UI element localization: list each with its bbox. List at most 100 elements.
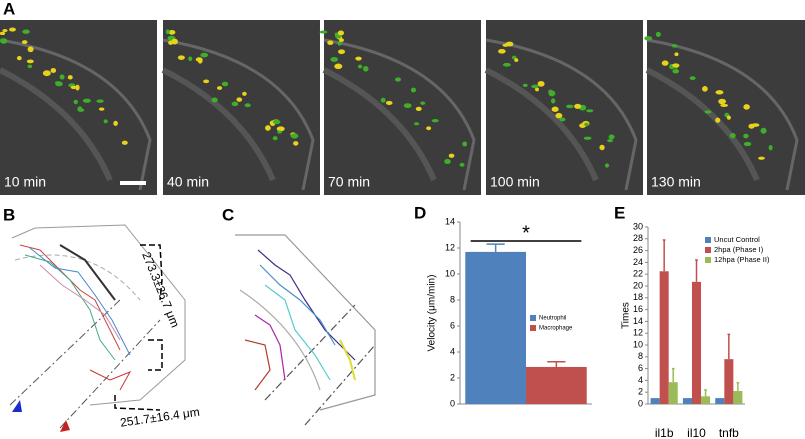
y-axis-label: Velocity (μm/min) (427, 275, 438, 352)
time-label: 10 min (4, 174, 46, 190)
micrograph: 130 min (644, 20, 805, 195)
cell (431, 118, 439, 123)
cell (444, 158, 451, 164)
panel-label: C (222, 205, 234, 224)
cell (82, 98, 91, 103)
cell (459, 162, 465, 167)
cell (672, 63, 680, 68)
cell (551, 106, 559, 112)
cell (197, 57, 203, 64)
cell (55, 81, 63, 87)
y-tick-label: 20 (633, 280, 643, 290)
cell (27, 46, 34, 53)
cell (0, 38, 8, 44)
cell (743, 104, 750, 110)
legend-swatch (530, 325, 536, 331)
cell (505, 41, 514, 47)
cell (586, 109, 594, 113)
tissue-band (645, 67, 760, 182)
cell (357, 64, 363, 69)
bar (465, 251, 526, 404)
bar (724, 359, 734, 404)
cell (672, 68, 680, 74)
legend-label: Uncut Control (714, 235, 760, 244)
cell (715, 90, 724, 95)
cell (395, 77, 401, 82)
cell (537, 80, 545, 87)
cell (200, 52, 209, 58)
cell (22, 29, 30, 34)
cell (73, 99, 78, 105)
cell (0, 31, 6, 36)
cell (555, 112, 563, 119)
y-tick-label: 26 (633, 245, 643, 255)
arrowhead (60, 420, 70, 432)
cell (502, 62, 511, 67)
cell (42, 70, 51, 77)
y-tick-label: 8 (450, 294, 455, 304)
y-tick-label: 4 (638, 375, 643, 385)
y-tick-label: 18 (633, 292, 643, 302)
cell (272, 119, 281, 125)
trace (244, 339, 271, 391)
legend-swatch (530, 315, 536, 321)
bar (526, 366, 587, 404)
cell (702, 86, 708, 92)
cell (362, 66, 369, 72)
micrograph: 70 min (319, 20, 481, 195)
y-tick-label: 28 (633, 233, 643, 243)
panel-label: E (614, 203, 625, 222)
cell (338, 38, 344, 42)
axis-line (264, 304, 356, 401)
cell (334, 63, 343, 70)
cell (242, 91, 247, 96)
cell (165, 29, 170, 35)
tissue-band (0, 67, 113, 182)
cell (768, 144, 773, 151)
cell (272, 136, 278, 141)
micrograph: 100 min (484, 20, 643, 195)
legend-swatch (705, 237, 711, 243)
y-tick-label: 30 (633, 221, 643, 231)
error-bar (736, 382, 740, 392)
cell (583, 136, 592, 140)
y-tick-label: 16 (633, 304, 643, 314)
time-label: 70 min (328, 174, 370, 190)
cell (604, 163, 610, 168)
error-bar (671, 367, 675, 383)
cell (293, 141, 299, 146)
y-tick-label: 24 (633, 257, 643, 267)
cell (77, 108, 85, 112)
error-bar (662, 239, 666, 272)
cell (50, 67, 57, 73)
cell (103, 119, 108, 124)
cell (380, 97, 386, 103)
cell (67, 75, 73, 80)
cell (498, 48, 506, 54)
y-tick-label: 10 (633, 339, 643, 349)
cell (265, 125, 271, 131)
cell (420, 101, 426, 105)
y-tick-label: 4 (450, 346, 455, 356)
bar (715, 398, 725, 404)
cell (743, 141, 752, 147)
y-axis-label: Times (621, 302, 632, 329)
cell (522, 83, 528, 88)
cell (16, 56, 22, 61)
significance-marker: * (522, 222, 530, 244)
bracket (114, 244, 163, 411)
cell (403, 103, 412, 109)
y-tick-label: 6 (638, 363, 643, 373)
cell (171, 38, 178, 45)
bar (701, 396, 711, 404)
time-label: 100 min (490, 174, 540, 190)
cell (514, 58, 519, 62)
error-bar (695, 259, 698, 282)
cell (236, 97, 243, 102)
x-tick-label: il10 (687, 426, 706, 439)
x-tick-label: il1b (655, 426, 674, 439)
cell (584, 122, 589, 127)
cell (729, 132, 736, 139)
arrowhead (12, 400, 22, 412)
